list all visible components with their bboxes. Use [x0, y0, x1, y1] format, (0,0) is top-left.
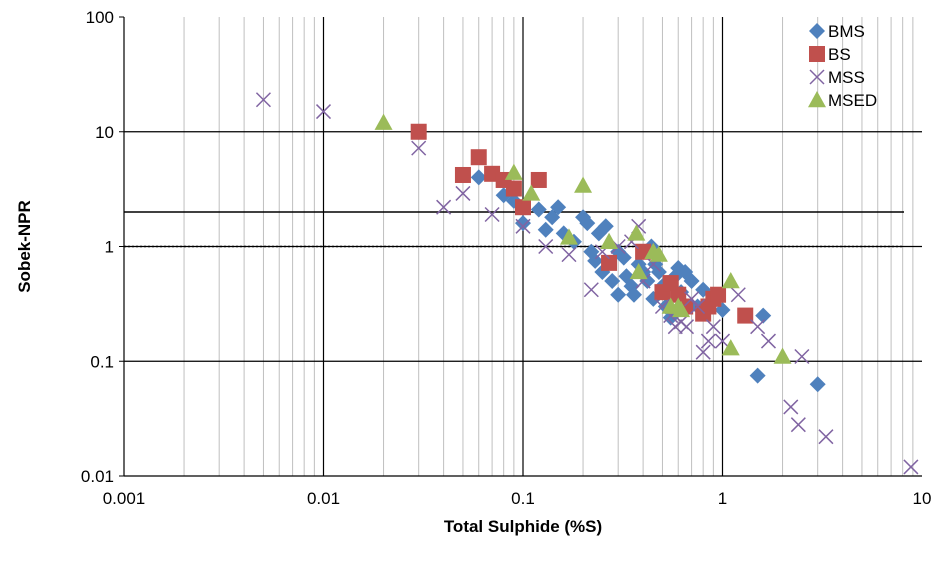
bs-point [455, 167, 471, 183]
msed-point [505, 164, 523, 180]
x-tick-label: 10 [913, 489, 932, 508]
legend-marker-msed [808, 91, 826, 107]
series-mss [256, 93, 917, 474]
mss-point [904, 460, 918, 474]
mss-point [751, 320, 765, 334]
y-tick-label: 0.01 [81, 467, 114, 486]
msed-point [722, 272, 740, 288]
tick-labels: 0.001 0.01 0.1 1 10 0.01 0.1 1 10 100 [81, 8, 932, 508]
msed-point [375, 114, 393, 130]
bs-point [710, 287, 726, 303]
gridlines [124, 17, 922, 476]
x-tick-label: 1 [718, 489, 727, 508]
data-points [256, 93, 917, 474]
bs-point [531, 172, 547, 188]
bms-point [610, 287, 626, 303]
bms-point [515, 215, 531, 231]
x-tick-label: 0.01 [307, 489, 340, 508]
bs-point [506, 181, 522, 197]
legend-item-bms: BMS [809, 22, 865, 41]
legend-label: MSED [828, 91, 877, 110]
x-tick-label: 0.1 [511, 489, 535, 508]
mss-point [584, 283, 598, 297]
legend-label: BMS [828, 22, 865, 41]
legend-label: MSS [828, 68, 865, 87]
legend-marker-bms [809, 23, 825, 39]
bms-point [810, 376, 826, 392]
bs-point [471, 149, 487, 165]
bs-point [601, 255, 617, 271]
msed-point [574, 177, 592, 193]
x-axis-title: Total Sulphide (%S) [444, 517, 602, 536]
legend-label: BS [828, 45, 851, 64]
bs-point [515, 199, 531, 215]
mss-point [731, 288, 745, 302]
y-tick-label: 0.1 [90, 352, 114, 371]
bs-point [737, 308, 753, 324]
mss-point [761, 334, 775, 348]
y-tick-label: 1 [105, 238, 114, 257]
legend-marker-mss [810, 70, 824, 84]
mss-point [784, 400, 798, 414]
mss-point [562, 248, 576, 262]
mss-point [791, 418, 805, 432]
y-tick-label: 10 [95, 123, 114, 142]
msed-point [774, 348, 792, 364]
legend-item-bs: BS [809, 45, 851, 64]
legend-marker-bs [809, 46, 825, 62]
msed-point [722, 339, 740, 355]
x-tick-label: 0.001 [103, 489, 146, 508]
bms-point [750, 368, 766, 384]
mss-point [819, 430, 833, 444]
bs-point [411, 124, 427, 140]
legend-item-msed: MSED [808, 91, 877, 110]
legend-item-mss: MSS [810, 68, 865, 87]
y-axis-title: Sobek-NPR [15, 200, 34, 293]
y-tick-label: 100 [86, 8, 114, 27]
bms-point [531, 202, 547, 218]
